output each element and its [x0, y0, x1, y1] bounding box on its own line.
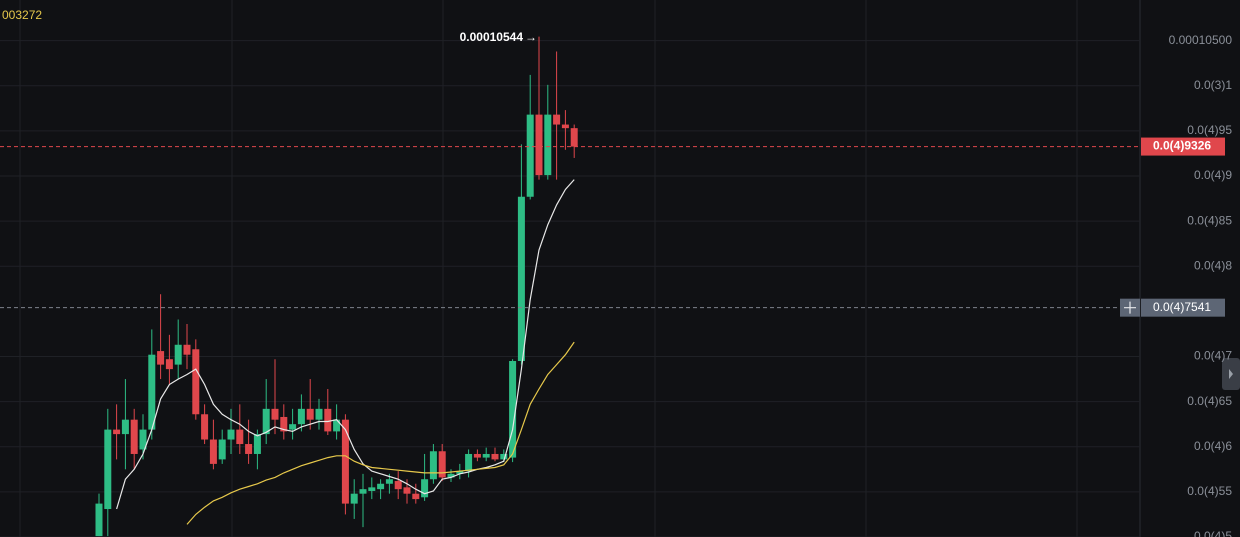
candle-body: [385, 479, 393, 484]
y-tick-label: 0.0(4)9: [1194, 168, 1232, 182]
candle-body: [209, 439, 217, 464]
candle-body: [245, 444, 253, 454]
candle-body: [139, 429, 147, 450]
candle-body: [315, 408, 323, 420]
moving-average-line: [186, 341, 575, 525]
candle-body: [289, 424, 297, 430]
last-price-label: 0.0(4)9326: [1153, 139, 1211, 153]
candle-body: [509, 361, 517, 458]
annotation-label: 0.00010544: [460, 30, 524, 44]
y-tick-label: 0.0(4)55: [1187, 484, 1232, 498]
candle-body: [218, 439, 226, 460]
candle-body: [368, 487, 376, 491]
candle-body: [262, 408, 270, 435]
candle-body: [482, 453, 490, 458]
y-tick-label: 0.0(4)85: [1187, 213, 1232, 227]
candle-body: [429, 451, 437, 480]
y-tick-label: 0.0(4)95: [1187, 123, 1232, 137]
candle-body: [148, 354, 156, 430]
y-tick-label: 0.0(4)5: [1194, 529, 1232, 537]
candle-body: [553, 114, 561, 125]
candle-body: [394, 481, 402, 490]
candle-body: [174, 344, 182, 365]
candle-body: [544, 114, 552, 176]
y-tick-label: 0.0(4)8: [1194, 258, 1232, 272]
candle-body: [165, 359, 173, 370]
candle-body: [491, 453, 499, 460]
candle-body: [350, 493, 358, 504]
candle-body: [341, 419, 349, 504]
candle-body: [456, 471, 464, 474]
candle-body: [227, 429, 235, 440]
y-tick-label: 0.0(4)6: [1194, 439, 1232, 453]
candle-body: [280, 416, 288, 432]
moving-average-line: [116, 179, 575, 510]
candle-body: [535, 114, 543, 176]
candle-body: [465, 453, 473, 472]
candle-body: [183, 344, 191, 355]
candle-body: [526, 114, 534, 197]
candle-body: [253, 434, 261, 454]
candle-body: [192, 349, 200, 415]
candle-body: [421, 479, 429, 498]
candle-body: [438, 451, 446, 478]
annotation-arrow: →: [525, 30, 537, 44]
candle-body: [157, 351, 165, 365]
candle-body: [271, 408, 279, 420]
grid: [19, 0, 1078, 537]
crosshair-price-label: 0.0(4)7541: [1153, 300, 1211, 314]
candle-body: [333, 419, 341, 432]
crosshair-price-box: [1141, 298, 1225, 317]
header-text: 003272: [2, 8, 42, 22]
y-tick-label: 0.0(4)65: [1187, 394, 1232, 408]
candle-body: [104, 429, 112, 510]
candle-body: [403, 487, 411, 494]
candle-body: [306, 408, 314, 420]
candle-body: [95, 503, 103, 537]
candle-body: [130, 419, 138, 454]
candle-body: [201, 414, 209, 440]
candle-body: [377, 483, 385, 490]
side-tab-icon: [1229, 369, 1233, 379]
crosshair-add-icon: [1124, 301, 1136, 314]
candle-body: [297, 408, 305, 425]
candle-body: [500, 453, 508, 460]
candle-body: [473, 453, 481, 458]
candle-body: [561, 124, 569, 129]
candle-body: [517, 196, 525, 362]
candle-body: [412, 493, 420, 500]
y-tick-label: 0.0(3)1: [1194, 78, 1232, 92]
candle-body: [113, 429, 121, 435]
y-tick-label: 0.0(4)7: [1194, 349, 1232, 363]
candle-body: [324, 408, 332, 432]
candle-body: [570, 128, 578, 147]
candle-body: [447, 473, 455, 478]
last-price-box: [1141, 137, 1225, 156]
y-tick-label: 0.00010500: [1169, 33, 1233, 47]
candle-body: [121, 419, 129, 435]
candle-body: [359, 489, 367, 494]
candle-body: [236, 429, 244, 445]
